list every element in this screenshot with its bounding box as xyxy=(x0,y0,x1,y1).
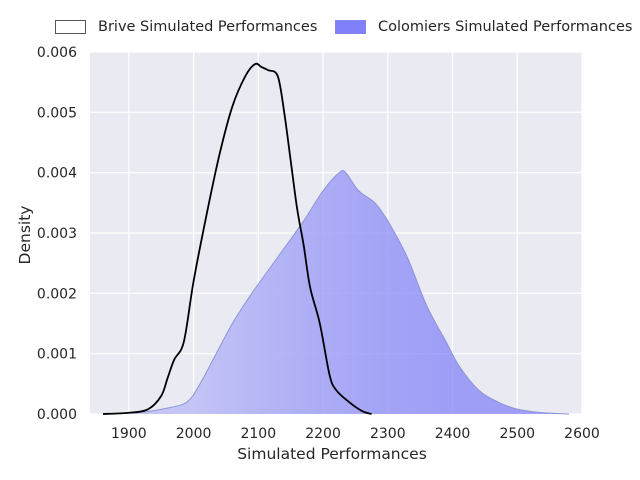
x-tick-label: 2300 xyxy=(370,426,406,442)
y-tick-label: 0.005 xyxy=(37,105,77,121)
x-axis-label: Simulated Performances xyxy=(237,445,427,463)
x-tick-label: 2000 xyxy=(176,426,212,442)
y-tick-labels: 0.000 0.001 0.002 0.003 0.004 0.005 0.006 xyxy=(37,45,77,423)
legend: Brive Simulated Performances Colomiers S… xyxy=(0,19,640,43)
legend-swatch-colomiers xyxy=(335,20,366,34)
legend-item-colomiers: Colomiers Simulated Performances xyxy=(335,19,632,35)
x-tick-label: 2200 xyxy=(305,426,341,442)
x-tick-label: 2100 xyxy=(240,426,276,442)
x-tick-label: 2400 xyxy=(435,426,471,442)
colomiers-density-edge xyxy=(102,169,570,415)
y-tick-label: 0.003 xyxy=(37,226,77,242)
y-tick-label: 0.000 xyxy=(37,407,77,423)
brive-density-line xyxy=(102,62,372,415)
legend-swatch-brive xyxy=(55,20,86,34)
legend-item-brive: Brive Simulated Performances xyxy=(55,19,317,35)
x-tick-label: 1900 xyxy=(111,426,147,442)
y-tick-label: 0.004 xyxy=(37,166,77,182)
x-tick-labels: 1900 2000 2100 2200 2300 2400 2500 2600 xyxy=(111,426,600,442)
x-tick-label: 2500 xyxy=(499,426,535,442)
legend-label-colomiers: Colomiers Simulated Performances xyxy=(378,19,633,35)
legend-label-brive: Brive Simulated Performances xyxy=(98,19,318,35)
y-tick-label: 0.006 xyxy=(37,45,77,61)
y-tick-label: 0.001 xyxy=(37,347,77,363)
x-tick-label: 2600 xyxy=(564,426,600,442)
y-tick-label: 0.002 xyxy=(37,286,77,302)
y-axis-label: Density xyxy=(16,206,34,265)
colomiers-density-area xyxy=(102,170,570,414)
series-layer xyxy=(102,62,570,415)
